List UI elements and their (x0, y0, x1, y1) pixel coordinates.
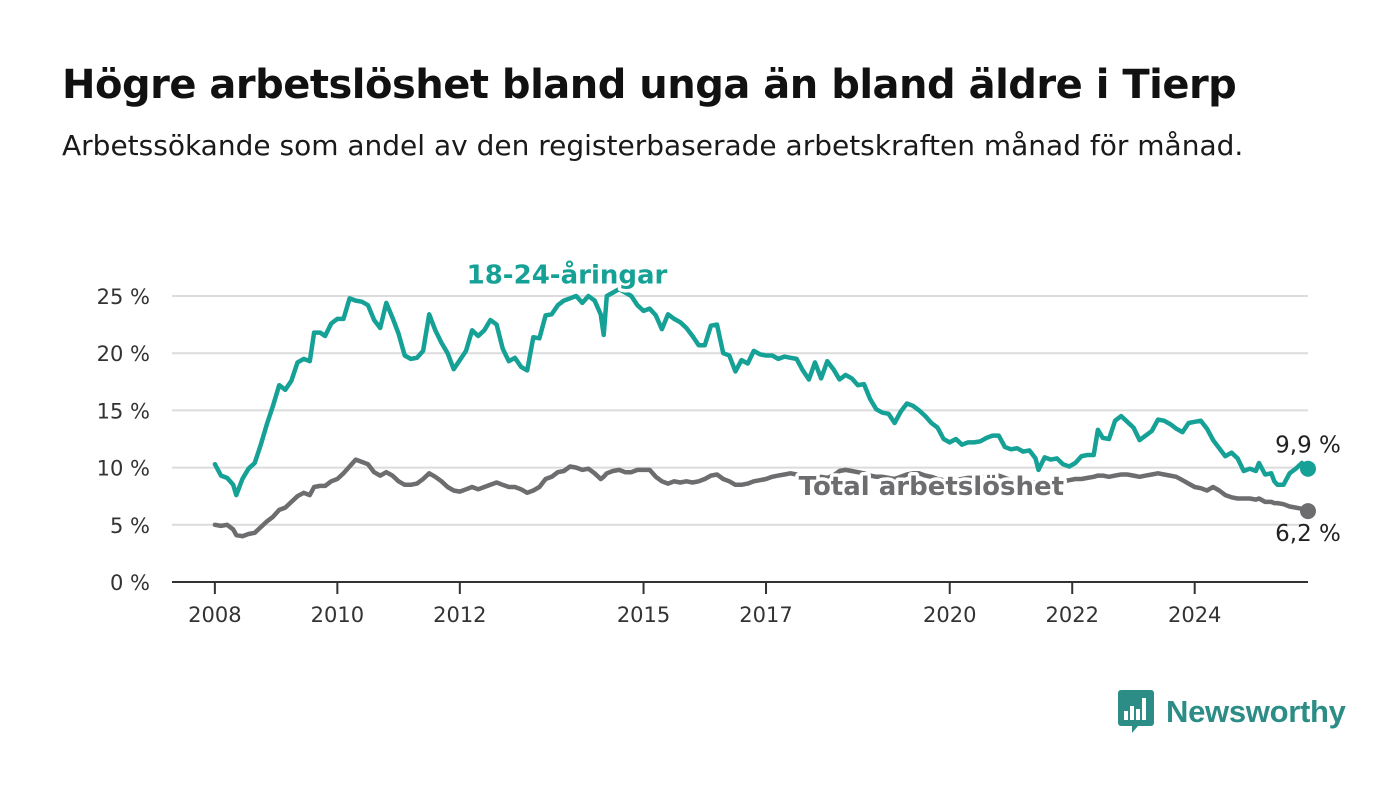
x-tick-label: 2020 (923, 603, 976, 627)
gridlines (172, 295, 1308, 526)
series-end-marker-1 (1300, 503, 1316, 520)
x-tick-label: 2015 (617, 603, 670, 627)
chart-subtitle: Arbetssökande som andel av den registerb… (62, 129, 1244, 162)
bar-chart-speech-bubble-icon (1118, 690, 1154, 733)
end-value-label: 9,9 % (1275, 433, 1341, 459)
x-tick-label: 2022 (1045, 603, 1098, 627)
newsworthy-logo: Newsworthy (1118, 690, 1346, 734)
series-lines (212, 286, 1316, 539)
y-tick-label: 0 % (110, 571, 150, 595)
series-label-halo: Total arbetslöshet (799, 472, 1064, 502)
series-label-halo: 18-24-åringar (467, 258, 668, 290)
end-value-label: 6,2 % (1275, 521, 1341, 547)
x-tick-label: 2008 (188, 603, 241, 627)
series-end-marker-0 (1300, 460, 1316, 477)
y-tick-label: 15 % (97, 399, 150, 423)
series-line-1 (212, 457, 1311, 539)
y-tick-label: 25 % (97, 285, 150, 309)
y-tick-label: 5 % (110, 514, 150, 538)
x-tick-label: 2024 (1168, 603, 1221, 627)
brand-name: Newsworthy (1166, 694, 1346, 729)
y-tick-label: 20 % (97, 342, 150, 366)
chart-title: Högre arbetslöshet bland unga än bland ä… (62, 62, 1237, 108)
y-axis-labels: 0 % 5 % 10 % 15 % 20 % 25 % (97, 285, 150, 595)
series-line-0 (212, 286, 1311, 498)
x-tick-label: 2010 (311, 603, 364, 627)
y-tick-label: 10 % (97, 457, 150, 481)
series-label: Total arbetslöshet (799, 472, 1064, 502)
x-axis: 2008 2010 2012 2015 2017 2020 2022 2024 (172, 581, 1308, 627)
x-tick-label: 2012 (433, 603, 486, 627)
x-tick-label: 2017 (739, 603, 792, 627)
series-label: 18-24-åringar (467, 258, 668, 290)
